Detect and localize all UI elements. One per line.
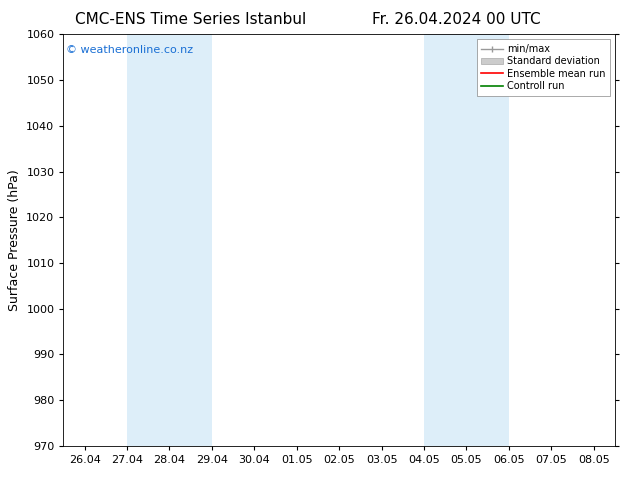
Text: Fr. 26.04.2024 00 UTC: Fr. 26.04.2024 00 UTC xyxy=(372,12,541,27)
Bar xyxy=(424,34,509,446)
Text: CMC-ENS Time Series Istanbul: CMC-ENS Time Series Istanbul xyxy=(75,12,306,27)
Text: © weatheronline.co.nz: © weatheronline.co.nz xyxy=(66,45,193,54)
Bar xyxy=(127,34,212,446)
Y-axis label: Surface Pressure (hPa): Surface Pressure (hPa) xyxy=(8,169,21,311)
Legend: min/max, Standard deviation, Ensemble mean run, Controll run: min/max, Standard deviation, Ensemble me… xyxy=(477,39,610,96)
